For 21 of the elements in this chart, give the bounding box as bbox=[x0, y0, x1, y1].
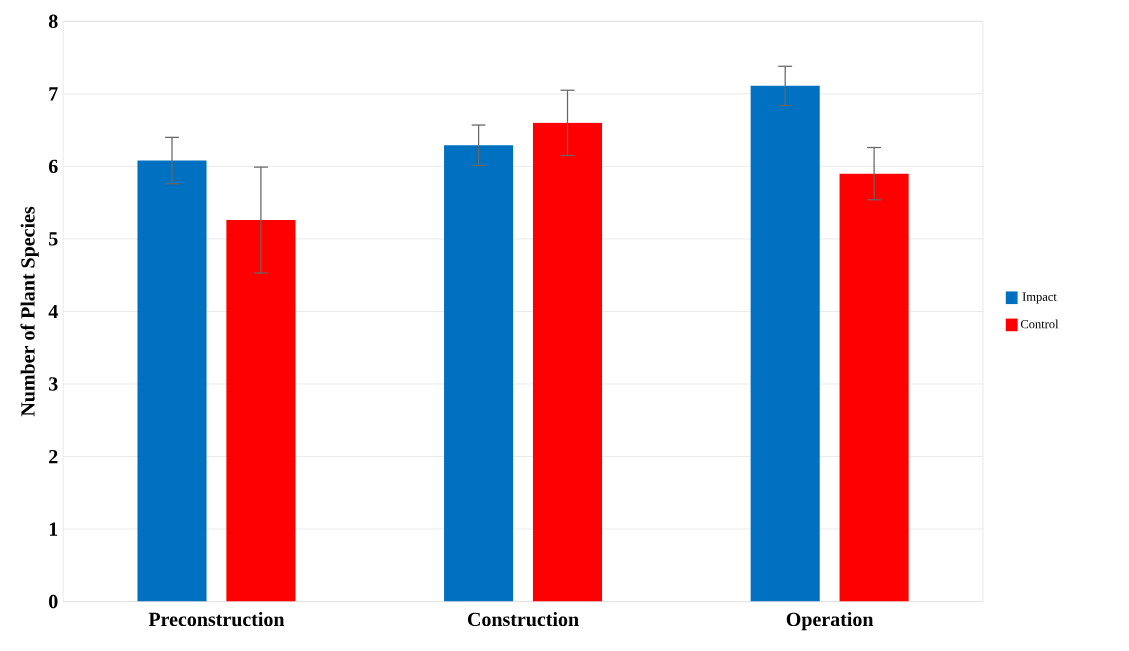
bar bbox=[839, 173, 909, 602]
y-tick-label: 0 bbox=[49, 594, 58, 609]
bar bbox=[532, 122, 603, 602]
y-tick-label: 4 bbox=[48, 304, 58, 319]
x-tick-label: Operation bbox=[786, 612, 874, 631]
y-tick-label: 6 bbox=[48, 159, 58, 174]
y-tick-label: 3 bbox=[49, 377, 58, 391]
y-axis-title: Number of Plant Species bbox=[20, 206, 39, 417]
bar bbox=[750, 85, 820, 602]
y-tick-label: 7 bbox=[49, 87, 58, 101]
bar bbox=[226, 220, 296, 602]
bar bbox=[137, 160, 207, 602]
legend-label: Control bbox=[1020, 319, 1059, 329]
y-tick-label: 5 bbox=[49, 232, 58, 246]
x-tick-label: Construction bbox=[467, 612, 579, 627]
legend-label: Impact bbox=[1022, 292, 1057, 304]
y-tick-label: 8 bbox=[48, 14, 58, 29]
y-tick-label: 2 bbox=[49, 449, 58, 464]
y-tick-label: 1 bbox=[49, 522, 58, 536]
bar bbox=[444, 145, 514, 602]
x-tick-label: Preconstruction bbox=[148, 612, 285, 627]
